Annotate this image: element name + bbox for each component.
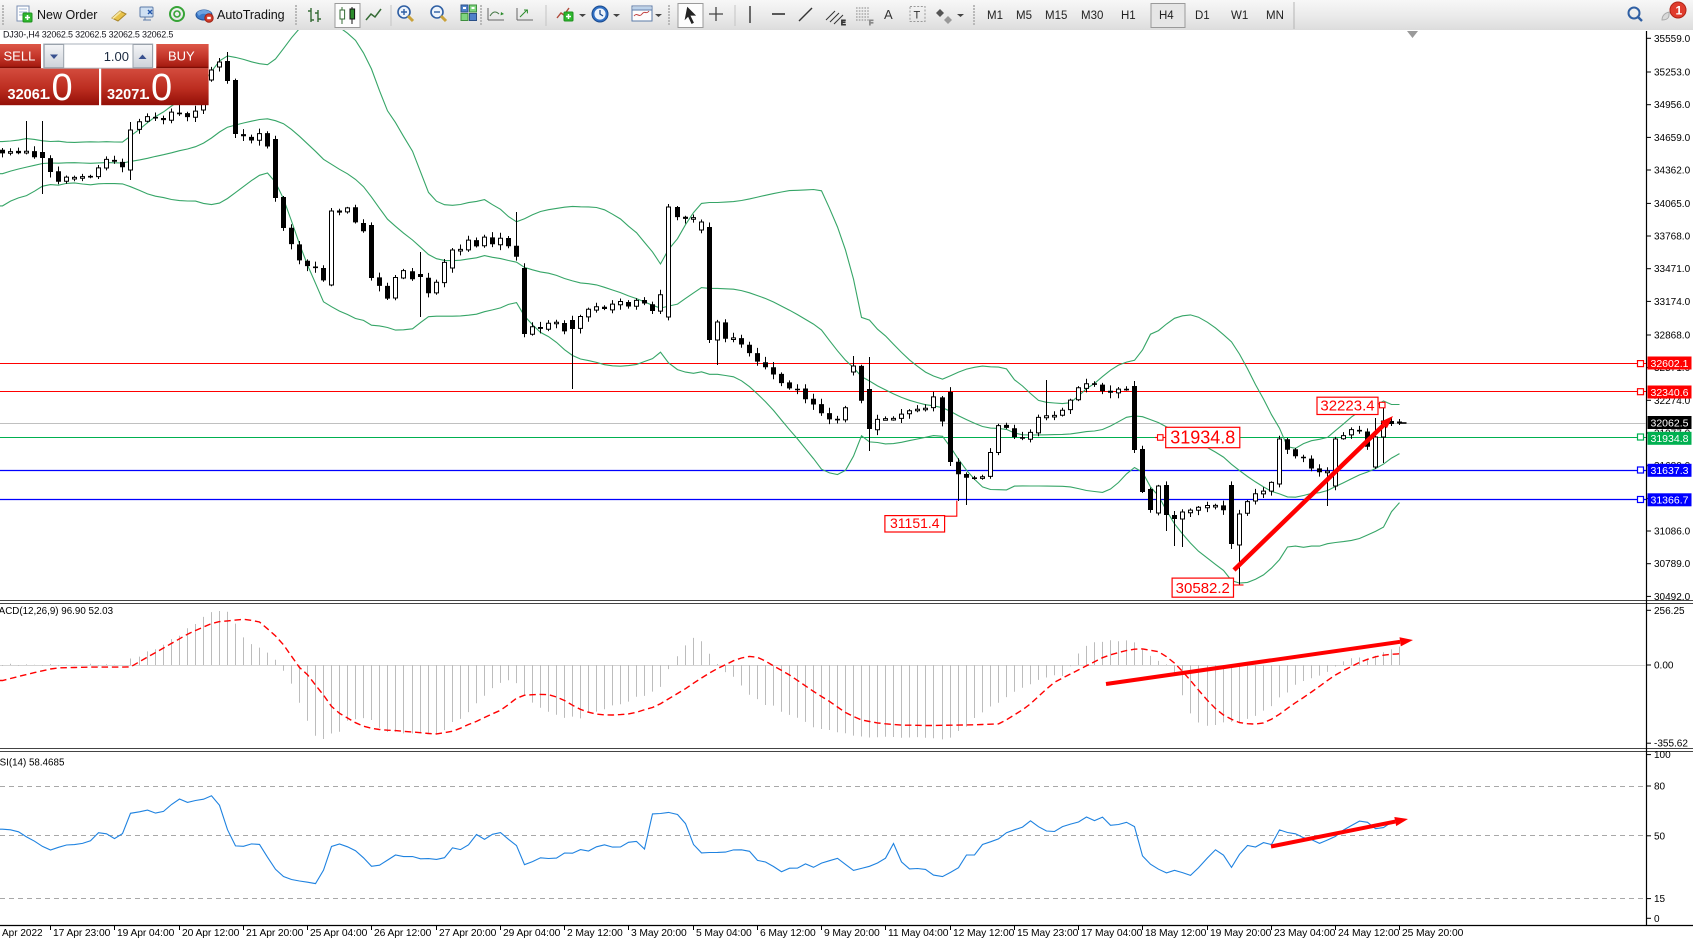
svg-text:2 May 12:00: 2 May 12:00 [567,928,623,939]
svg-text:31934.8: 31934.8 [1170,428,1235,448]
svg-text:15: 15 [1654,894,1666,905]
svg-text:34065.0: 34065.0 [1654,199,1691,210]
svg-text:T: T [914,10,921,22]
svg-text:32071: 32071 [107,87,147,103]
svg-text:20 Apr 12:00: 20 Apr 12:00 [182,928,240,939]
svg-text:12 May 12:00: 12 May 12:00 [953,928,1015,939]
svg-text:35559.0: 35559.0 [1654,34,1691,45]
svg-text:32274.0: 32274.0 [1654,396,1691,407]
svg-text:New Order: New Order [37,8,97,22]
svg-text:5 May 04:00: 5 May 04:00 [696,928,752,939]
svg-text:33174.0: 33174.0 [1654,297,1691,308]
svg-text:18 May 12:00: 18 May 12:00 [1145,928,1207,939]
svg-text:.: . [47,87,51,103]
svg-text:33471.0: 33471.0 [1654,264,1691,275]
svg-text:DJ30-,H4 32062.5 32062.5 3206: DJ30-,H4 32062.5 32062.5 32062.5 32062.5 [3,30,173,40]
svg-text:29 Apr 04:00: 29 Apr 04:00 [503,928,561,939]
svg-text:H4: H4 [1159,10,1174,22]
svg-text:0: 0 [151,67,172,109]
svg-text:W1: W1 [1231,10,1248,22]
svg-text:34659.0: 34659.0 [1654,133,1691,144]
svg-text:31086.0: 31086.0 [1654,527,1691,538]
svg-text:31151.4: 31151.4 [890,515,940,531]
svg-text:9 May 20:00: 9 May 20:00 [824,928,880,939]
svg-text:80: 80 [1654,782,1666,793]
svg-text:M1: M1 [987,10,1003,22]
svg-text:11 May 04:00: 11 May 04:00 [888,928,949,939]
svg-text:M15: M15 [1045,10,1067,22]
svg-text:0: 0 [1654,914,1660,925]
svg-text:25 May 20:00: 25 May 20:00 [1402,928,1464,939]
svg-text:34956.0: 34956.0 [1654,100,1691,111]
svg-text:21 Apr 20:00: 21 Apr 20:00 [246,928,304,939]
svg-text:MN: MN [1266,10,1284,22]
svg-text:23 May 04:00: 23 May 04:00 [1274,928,1336,939]
svg-text:M30: M30 [1081,10,1103,22]
svg-text:26 Apr 12:00: 26 Apr 12:00 [374,928,432,939]
svg-text:27 Apr 20:00: 27 Apr 20:00 [439,928,497,939]
svg-text:0.00: 0.00 [1654,661,1674,672]
svg-text:19 Apr 04:00: 19 Apr 04:00 [117,928,175,939]
svg-text:31366.7: 31366.7 [1651,495,1689,507]
svg-text:33768.0: 33768.0 [1654,232,1691,243]
svg-text:31934.8: 31934.8 [1651,433,1689,445]
svg-text:32062.5: 32062.5 [1651,417,1689,429]
svg-text:Apr 2022: Apr 2022 [2,928,43,939]
svg-text:32340.6: 32340.6 [1651,387,1689,399]
svg-text:6 May 12:00: 6 May 12:00 [760,928,816,939]
svg-text:24 May 12:00: 24 May 12:00 [1338,928,1400,939]
svg-text:50: 50 [1654,831,1666,842]
svg-text:RSI(14) 58.4685: RSI(14) 58.4685 [0,758,65,769]
svg-text:32061: 32061 [8,87,48,103]
svg-text:E: E [841,20,846,27]
svg-text:35253.0: 35253.0 [1654,68,1691,79]
svg-text:34362.0: 34362.0 [1654,166,1691,177]
svg-text:32223.4: 32223.4 [1320,398,1374,415]
svg-text:H1: H1 [1121,10,1136,22]
svg-text:17 Apr 23:00: 17 Apr 23:00 [53,928,111,939]
svg-text:15 May 23:00: 15 May 23:00 [1017,928,1079,939]
svg-text:30492.0: 30492.0 [1654,592,1691,603]
svg-text:1.00: 1.00 [104,49,129,64]
svg-text:30789.0: 30789.0 [1654,559,1691,570]
svg-text:32868.0: 32868.0 [1654,331,1691,342]
svg-text:0: 0 [52,67,73,109]
svg-text:25 Apr 04:00: 25 Apr 04:00 [310,928,368,939]
svg-text:19 May 20:00: 19 May 20:00 [1210,928,1272,939]
svg-text:F: F [869,20,873,27]
svg-text:1: 1 [1676,4,1683,18]
svg-text:.: . [146,87,150,103]
svg-text:3 May 20:00: 3 May 20:00 [631,928,687,939]
svg-text:100: 100 [1654,750,1671,761]
svg-text:17 May 04:00: 17 May 04:00 [1081,928,1143,939]
svg-text:BUY: BUY [168,49,195,64]
svg-text:256.25: 256.25 [1654,606,1685,617]
svg-text:SELL: SELL [4,49,36,64]
svg-text:M5: M5 [1016,10,1032,22]
svg-text:A: A [884,7,893,22]
svg-text:31637.3: 31637.3 [1651,465,1689,477]
svg-text:D1: D1 [1195,10,1210,22]
svg-text:-355.62: -355.62 [1654,739,1688,750]
svg-text:32602.1: 32602.1 [1651,358,1689,370]
svg-text:30582.2: 30582.2 [1176,580,1230,597]
svg-text:AutoTrading: AutoTrading [217,8,285,22]
svg-text:MACD(12,26,9) 96.90 52.03: MACD(12,26,9) 96.90 52.03 [0,606,114,617]
